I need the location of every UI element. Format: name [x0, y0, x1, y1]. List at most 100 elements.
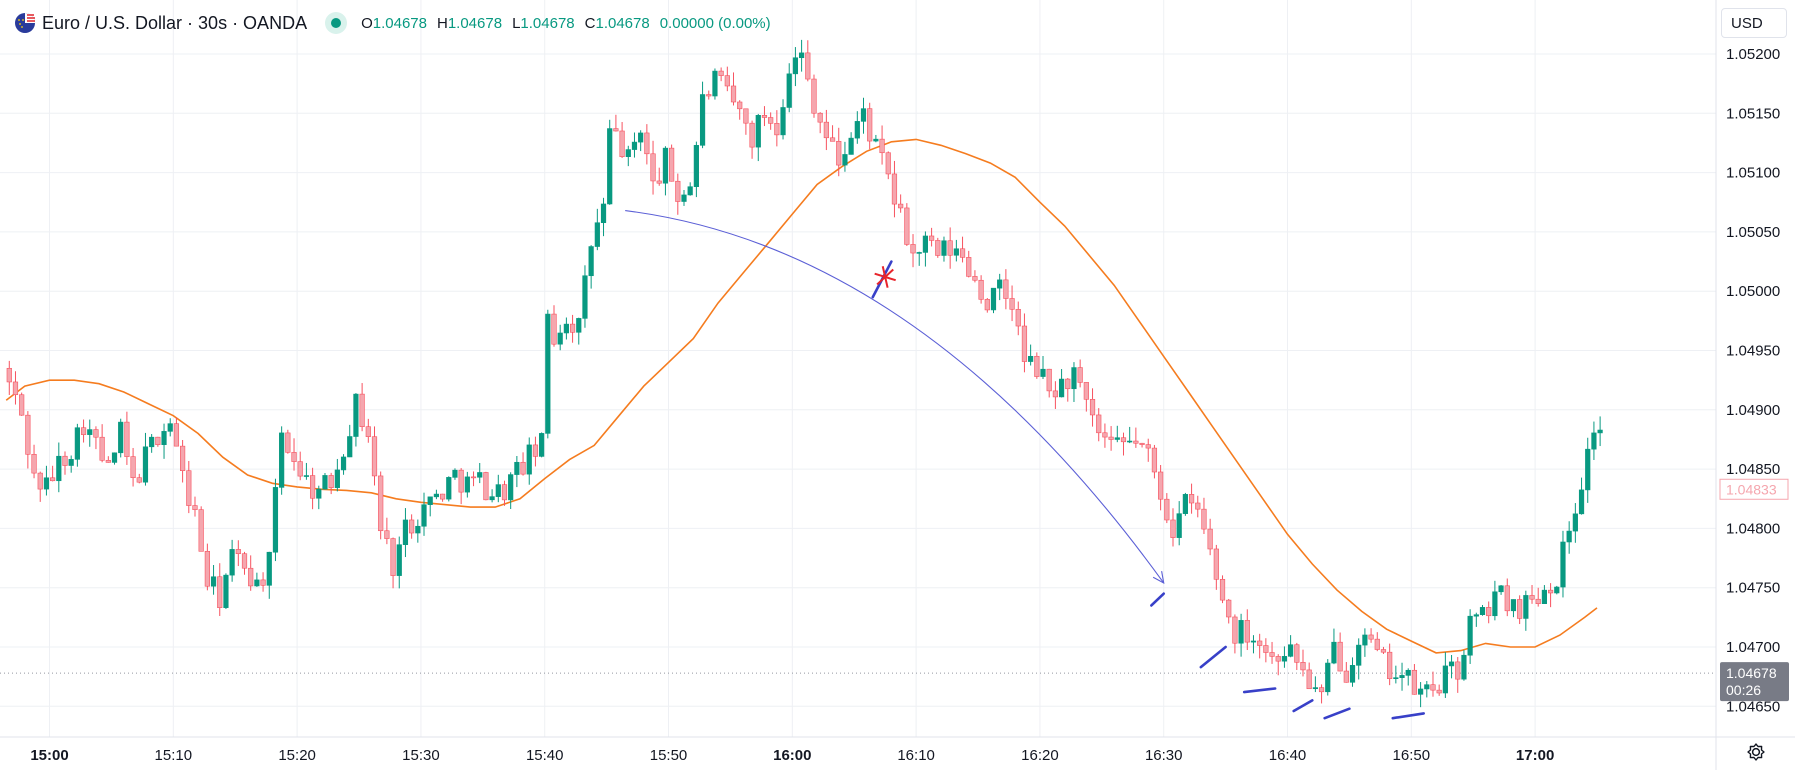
y-tick-label: 1.05100: [1726, 165, 1780, 182]
candle-body: [409, 519, 415, 534]
candle-body: [1071, 367, 1077, 390]
candle-body: [687, 186, 693, 196]
candle-body: [68, 459, 74, 466]
candle-body: [941, 240, 947, 256]
candle-body: [1479, 607, 1486, 615]
candle-body: [229, 549, 235, 576]
candle-body: [19, 394, 25, 416]
candle-body: [805, 52, 811, 80]
candle-body: [223, 574, 229, 608]
candle-body: [1411, 669, 1418, 695]
candle-body: [1275, 656, 1281, 662]
candle-body: [192, 505, 198, 510]
candle-body: [186, 470, 192, 506]
ma-value-label: 1.04833: [1726, 481, 1777, 497]
candle-body: [1077, 367, 1083, 383]
candle-body: [396, 544, 402, 576]
gear-icon[interactable]: [1745, 741, 1767, 763]
y-tick-label: 1.04700: [1726, 639, 1780, 656]
candle-body: [625, 149, 631, 158]
candle-body: [1219, 579, 1226, 601]
moving-average-line: [5, 138, 1598, 654]
candle-body: [737, 101, 743, 110]
candle-body: [514, 461, 520, 475]
symbol-title[interactable]: Euro / U.S. Dollar · 30s · OANDA: [42, 12, 308, 33]
candle-body: [768, 117, 774, 124]
candle-body: [1182, 494, 1188, 514]
candle-body: [1003, 279, 1009, 299]
currency-button[interactable]: USD: [1721, 8, 1787, 38]
candle-body: [916, 252, 922, 254]
candle-body: [483, 472, 489, 501]
candle-body: [1529, 595, 1535, 600]
candle-body: [1028, 355, 1034, 362]
candle-body: [105, 460, 111, 463]
candle-body: [885, 152, 891, 175]
candle-body: [136, 477, 142, 483]
candle-body: [582, 275, 588, 319]
candle-body: [699, 94, 706, 146]
candle-body: [1312, 687, 1318, 690]
candle-body: [340, 456, 347, 471]
candle-body: [662, 147, 669, 184]
candle-body: [87, 429, 93, 435]
candle-body: [204, 551, 210, 587]
candle-body: [1498, 585, 1504, 593]
candle-body: [873, 138, 879, 142]
candle-body: [62, 455, 68, 466]
candle-body: [347, 436, 353, 458]
candle-body: [266, 551, 272, 586]
candle-body: [285, 432, 291, 453]
candle-body: [891, 173, 898, 205]
candle-body: [1058, 378, 1065, 398]
candle-body: [1393, 677, 1399, 679]
candle-body: [607, 128, 613, 205]
trend-arrow-head: [1152, 571, 1165, 584]
candle-body: [390, 538, 396, 576]
candle-body: [1250, 640, 1257, 643]
candle-body: [452, 469, 458, 478]
candle-body: [56, 455, 62, 482]
candle-body: [371, 436, 378, 477]
candle-body: [248, 567, 254, 587]
candle-body: [1343, 670, 1349, 683]
candle-body: [1052, 390, 1058, 398]
candle-body: [588, 246, 594, 277]
candle-body: [1560, 541, 1566, 588]
candle-body: [1356, 644, 1362, 666]
marker-stroke: [1150, 592, 1166, 607]
candle-body: [1195, 502, 1201, 510]
candle-body: [458, 469, 464, 493]
candle-body: [328, 475, 334, 488]
marker-stroke: [1242, 687, 1277, 694]
candle-body: [1089, 399, 1096, 416]
candle-body: [1040, 368, 1046, 377]
candle-body: [1034, 355, 1040, 377]
candle-body: [235, 549, 241, 554]
candle-body: [1331, 641, 1337, 664]
drawings: [625, 210, 1425, 720]
candle-body: [681, 194, 687, 202]
candle-body: [1127, 440, 1133, 443]
x-tick-label: 16:00: [773, 747, 811, 764]
red-star-marker: [876, 268, 894, 286]
candle-body: [1133, 440, 1139, 444]
market-open-dot-icon: [325, 12, 348, 34]
countdown-label: 00:26: [1726, 682, 1761, 698]
candle-body: [43, 477, 50, 490]
candle-body: [1263, 645, 1269, 653]
candle-body: [1170, 519, 1176, 538]
candle-body: [650, 153, 656, 182]
candle-body: [576, 318, 582, 333]
candle-body: [718, 70, 724, 76]
x-tick-label: 15:40: [526, 747, 564, 764]
candle-body: [260, 579, 266, 586]
candle-body: [1294, 644, 1300, 663]
candle-body: [1269, 652, 1275, 657]
candle-body: [167, 423, 173, 432]
candle-body: [198, 509, 204, 552]
candle-body: [1120, 437, 1127, 443]
candle-body: [1300, 662, 1306, 671]
